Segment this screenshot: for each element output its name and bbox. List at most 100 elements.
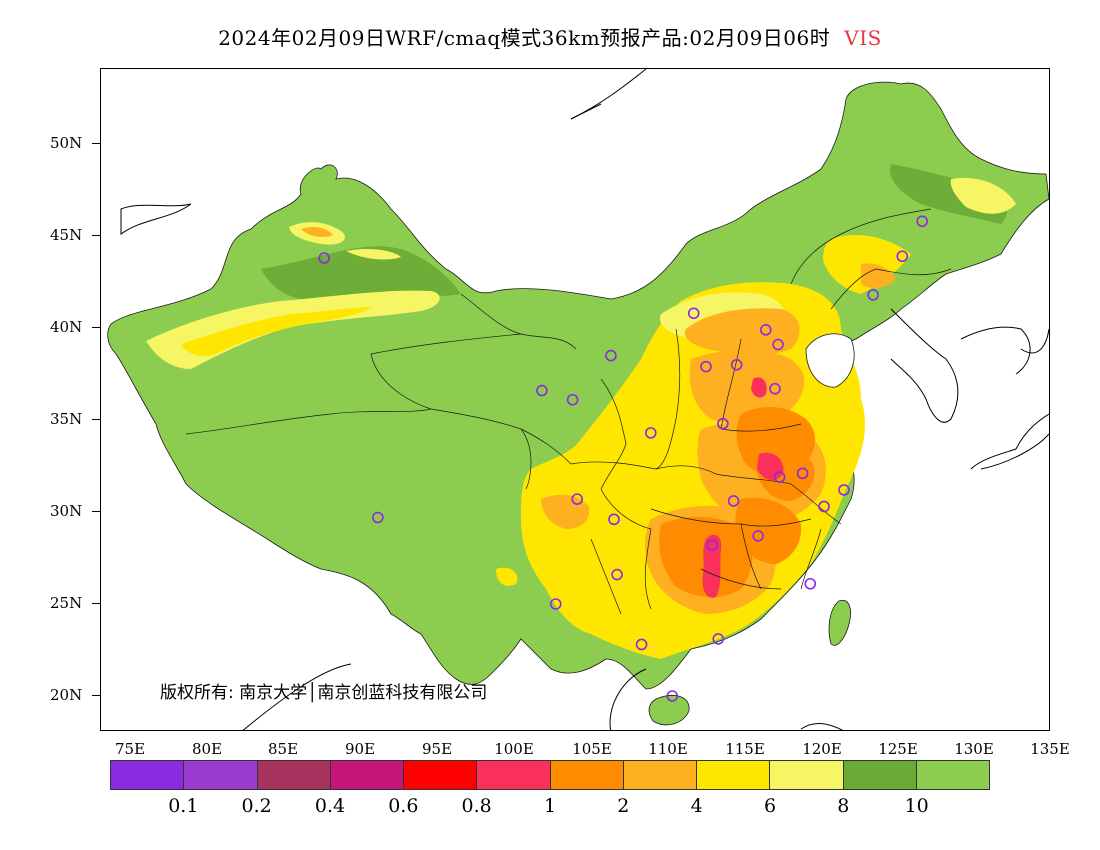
station-marker <box>549 598 562 610</box>
station-marker <box>838 484 850 496</box>
lat-tick <box>92 695 100 696</box>
station-marker <box>644 427 657 439</box>
station-marker <box>712 633 725 645</box>
low-vis-band <box>496 567 518 586</box>
orange-zone <box>689 349 805 425</box>
lon-label-120e: 120E <box>802 740 842 758</box>
legend-label: 0.8 <box>461 795 492 817</box>
legend-swatch <box>916 761 989 789</box>
lat-label-30n: 30N <box>50 502 83 520</box>
station-marker <box>608 513 620 526</box>
lat-label-50n: 50N <box>50 134 83 152</box>
station-marker <box>666 690 679 702</box>
legend-swatch <box>697 761 771 789</box>
low-vis-band <box>950 177 1016 214</box>
station-marker <box>571 493 584 505</box>
station-marker <box>769 382 781 395</box>
land-hainan <box>648 695 690 726</box>
legend-label: 4 <box>690 795 703 817</box>
lat-tick <box>92 511 100 512</box>
station-marker <box>818 500 830 513</box>
orange-zone <box>541 494 590 529</box>
legend-swatch <box>184 761 258 789</box>
lon-label-90e: 90E <box>344 740 376 758</box>
lon-label-135e: 135E <box>1030 740 1070 758</box>
legend-swatch <box>330 761 404 789</box>
sea-bohai <box>805 333 855 388</box>
lat-label-40n: 40N <box>50 318 83 336</box>
lat-tick <box>92 327 100 328</box>
title-variable: VIS <box>844 26 882 50</box>
lon-label-115e: 115E <box>725 740 765 758</box>
station-marker <box>727 495 740 507</box>
legend-swatch <box>477 761 551 789</box>
lat-tick <box>92 143 100 144</box>
lat-tick <box>92 235 100 236</box>
legend-colorbar <box>110 760 990 790</box>
station-marker <box>635 638 648 651</box>
lat-label-45n: 45N <box>50 226 83 244</box>
legend-label: 10 <box>904 795 929 817</box>
legend-swatch <box>623 761 697 789</box>
station-marker <box>730 358 743 371</box>
station-marker <box>796 467 809 480</box>
dark-green-zone <box>261 246 461 302</box>
legend-label: 0.6 <box>388 795 419 817</box>
station-marker <box>717 417 729 430</box>
station-marker <box>706 539 718 551</box>
station-marker <box>318 252 330 264</box>
land-taiwan <box>828 599 851 646</box>
lat-tick <box>92 419 100 420</box>
map-title: 2024年02月09日WRF/cmaq模式36km预报产品:02月09日06时 V… <box>0 22 1100 51</box>
legend-swatch <box>550 761 624 789</box>
legend-label: 6 <box>763 795 777 817</box>
mid-vis-band <box>301 227 333 237</box>
neighbour-coastlines <box>120 69 1049 730</box>
legend-swatch <box>111 761 185 789</box>
lon-label-110e: 110E <box>648 740 688 758</box>
low-vis-band <box>346 249 401 260</box>
legend-swatch <box>257 761 331 789</box>
stations-layer <box>318 215 929 702</box>
station-marker <box>759 324 772 336</box>
dark-orange-zone <box>735 497 802 564</box>
legend-swatch <box>770 761 844 789</box>
lat-label-35n: 35N <box>50 410 83 428</box>
lon-label-75e: 75E <box>114 740 146 758</box>
lon-label-105e: 105E <box>572 740 612 758</box>
station-marker <box>773 471 786 483</box>
orange-zone <box>684 308 800 355</box>
station-marker <box>867 289 879 301</box>
lon-label-80e: 80E <box>191 740 223 758</box>
legend-swatch <box>404 761 478 789</box>
mid-vis-band <box>861 263 896 289</box>
station-marker <box>752 530 764 542</box>
lon-label-100e: 100E <box>494 740 534 758</box>
station-marker <box>536 384 548 397</box>
legend-label: 8 <box>837 795 850 817</box>
title-main: 2024年02月09日WRF/cmaq模式36km预报产品:02月09日06时 <box>218 26 831 50</box>
station-marker <box>772 338 784 351</box>
station-marker <box>372 511 384 524</box>
lat-tick <box>92 603 100 604</box>
legend-label: 0.4 <box>314 795 346 817</box>
legend-label: 0.1 <box>168 795 199 817</box>
lon-label-130e: 130E <box>954 740 994 758</box>
map-canvas <box>107 69 1049 730</box>
station-marker <box>611 568 623 581</box>
station-marker <box>804 577 817 590</box>
map-frame <box>100 68 1050 731</box>
mid-vis-band <box>181 307 371 356</box>
legend-label: 2 <box>617 795 630 817</box>
red-zone <box>751 377 767 398</box>
province-boundaries <box>185 208 952 615</box>
copyright-notice: 版权所有: 南京大学│南京创蓝科技有限公司 <box>160 683 488 703</box>
station-marker <box>566 393 579 406</box>
legend-label: 1 <box>543 795 557 817</box>
lat-label-20n: 20N <box>50 686 83 704</box>
station-marker <box>687 307 700 320</box>
station-marker <box>605 349 617 362</box>
station-marker <box>916 215 929 228</box>
lon-label-85e: 85E <box>267 740 299 758</box>
station-marker <box>896 250 909 263</box>
